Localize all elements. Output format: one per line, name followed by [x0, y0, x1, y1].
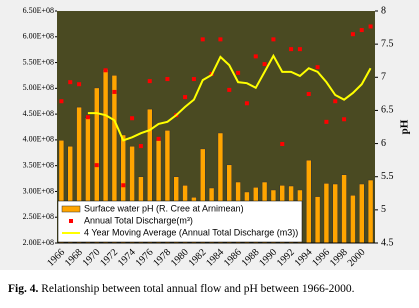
legend-box — [57, 200, 303, 243]
bar — [341, 174, 347, 244]
caption: Fig. 4. Relationship between total annua… — [8, 283, 355, 295]
legend-label: Annual Total Discharge(m³) — [84, 215, 193, 225]
line — [87, 53, 372, 142]
bar — [350, 195, 356, 244]
point — [244, 101, 249, 106]
point — [253, 54, 258, 59]
y-tick-label: 2.50E+08 — [23, 212, 54, 221]
point — [315, 65, 320, 70]
point — [103, 68, 108, 73]
legend-swatch — [61, 205, 81, 213]
y-tick-label: 5.50E+08 — [23, 57, 54, 66]
bar — [314, 196, 321, 244]
y2-tick-label: 7 — [381, 72, 386, 83]
point — [121, 183, 126, 188]
bar — [367, 179, 374, 244]
bar — [323, 183, 330, 244]
caption-text: Relationship between total annual flow a… — [41, 283, 354, 295]
bar — [306, 159, 312, 244]
point — [236, 70, 241, 75]
y-tick-label: 6.50E+08 — [23, 6, 54, 15]
point — [297, 47, 302, 52]
point — [94, 163, 99, 168]
bar — [332, 183, 338, 244]
y2-tick-label: 5 — [381, 204, 386, 215]
y-tick-label: 6.00E+08 — [23, 32, 54, 41]
point — [200, 37, 205, 42]
point — [306, 92, 311, 97]
point — [68, 80, 73, 85]
y-tick-label: 4.50E+08 — [23, 109, 54, 118]
point — [227, 87, 232, 92]
point — [324, 119, 329, 124]
point — [289, 47, 294, 52]
point — [368, 24, 373, 29]
point — [147, 79, 152, 84]
point — [218, 37, 223, 42]
point — [262, 62, 267, 67]
point — [130, 116, 135, 121]
point — [156, 136, 161, 141]
point — [342, 117, 347, 122]
y2-tick-label: 8 — [381, 5, 386, 16]
caption-label: Fig. 4. — [8, 283, 38, 295]
y-tick-label: 3.50E+08 — [23, 160, 54, 169]
point — [359, 28, 364, 33]
y2-tick-label: 7.5 — [381, 38, 394, 49]
y2-tick-label: 6 — [381, 138, 386, 149]
legend-label: 4 Year Moving Average (Annual Total Disc… — [84, 227, 298, 237]
y2-tick-label: 5.5 — [381, 171, 394, 182]
y2-axis-label: pH — [399, 119, 411, 134]
legend-label: Surface water pH (R. Cree at Arnimean) — [84, 203, 244, 213]
y-tick-label: 2.00E+08 — [23, 238, 54, 247]
y2-tick-label: 6.5 — [381, 105, 394, 116]
point — [271, 37, 276, 42]
point — [59, 99, 64, 104]
y-tick-label: 5.00E+08 — [23, 83, 54, 92]
y-tick-label: 4.00E+08 — [23, 135, 54, 144]
point — [350, 32, 355, 37]
point — [280, 142, 285, 147]
point — [112, 89, 117, 94]
legend-swatch — [69, 219, 73, 223]
point — [85, 115, 90, 120]
bar — [359, 183, 365, 244]
point — [77, 82, 82, 87]
point — [333, 99, 338, 104]
y2-tick-label: 4.5 — [381, 237, 394, 248]
point — [191, 77, 196, 82]
point — [183, 95, 188, 100]
y-tick-label: 3.00E+08 — [23, 186, 54, 195]
point — [138, 144, 143, 149]
point — [165, 77, 170, 82]
